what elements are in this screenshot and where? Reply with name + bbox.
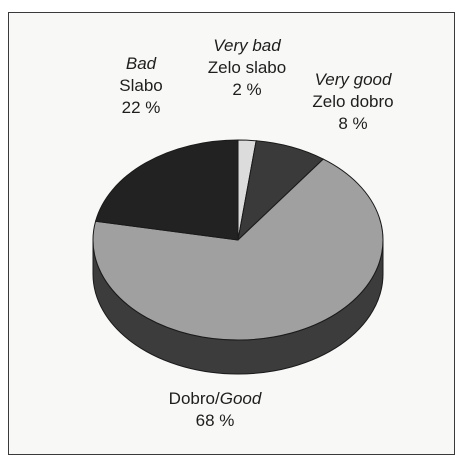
slice-label-very-good: Very good Zelo dobro 8 % (296, 69, 410, 135)
slice-value-very-good: 8 % (338, 114, 368, 133)
slice-label-very-good-sl: Zelo dobro (312, 92, 394, 111)
pie-slice-good (92, 158, 384, 341)
slice-value-good: 68 % (195, 411, 235, 430)
pie-top (92, 139, 384, 341)
slice-label-bad-en: Bad (125, 54, 157, 73)
slice-label-good-en: Good (219, 389, 262, 408)
pie-slice-bad (94, 139, 239, 241)
slice-label-bad-sl: Slabo (119, 76, 163, 95)
slice-label-very-bad-en: Very bad (213, 36, 281, 55)
slice-value-bad: 22 % (121, 98, 161, 117)
slice-value-very-bad: 2 % (232, 80, 262, 99)
slice-label-good: Dobro/Good 68 % (140, 388, 290, 432)
slice-label-very-good-en: Very good (314, 70, 392, 89)
slice-label-bad: Bad Slabo 22 % (104, 53, 178, 119)
slice-label-very-bad: Very bad Zelo slabo 2 % (194, 35, 300, 101)
slice-label-good-sl: Dobro (168, 389, 215, 408)
slice-label-very-bad-sl: Zelo slabo (207, 58, 287, 77)
